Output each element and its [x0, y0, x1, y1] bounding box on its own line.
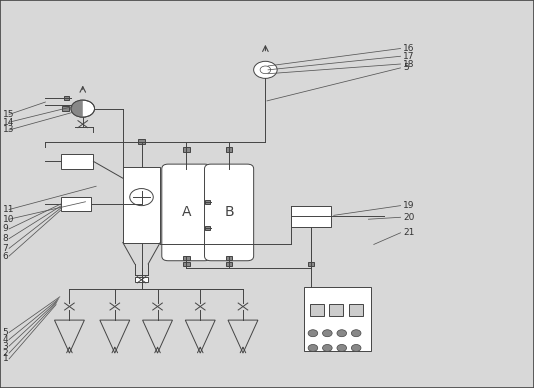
Bar — [226, 147, 232, 152]
Polygon shape — [71, 100, 83, 117]
Circle shape — [71, 100, 95, 117]
Text: 3: 3 — [3, 341, 9, 351]
Text: B: B — [225, 205, 234, 220]
Bar — [291, 206, 331, 227]
Bar — [135, 277, 148, 282]
Text: 18: 18 — [403, 59, 415, 69]
Text: 16: 16 — [403, 44, 415, 53]
Text: 21: 21 — [403, 228, 414, 237]
Bar — [183, 256, 190, 260]
Circle shape — [337, 345, 347, 352]
Circle shape — [323, 330, 332, 337]
Text: 5: 5 — [403, 63, 409, 73]
Text: 15: 15 — [3, 110, 14, 119]
Bar — [183, 147, 190, 152]
Circle shape — [308, 345, 318, 352]
Circle shape — [323, 345, 332, 352]
Circle shape — [254, 61, 277, 78]
Bar — [61, 154, 93, 169]
Bar — [226, 256, 232, 260]
Text: 6: 6 — [3, 251, 9, 261]
Text: 4: 4 — [3, 335, 9, 344]
Bar — [205, 226, 210, 230]
Bar — [226, 262, 232, 266]
Text: 1: 1 — [3, 354, 9, 364]
Text: 14: 14 — [3, 118, 14, 127]
FancyBboxPatch shape — [162, 164, 211, 261]
FancyBboxPatch shape — [205, 164, 254, 261]
Text: 2: 2 — [3, 348, 9, 358]
Circle shape — [351, 345, 361, 352]
Bar — [308, 262, 314, 266]
Circle shape — [337, 330, 347, 337]
Text: 5: 5 — [3, 328, 9, 337]
Bar — [62, 106, 69, 111]
Bar — [329, 303, 343, 316]
Text: 10: 10 — [3, 215, 14, 224]
Text: 20: 20 — [403, 213, 414, 222]
Text: 13: 13 — [3, 125, 14, 135]
Bar — [61, 197, 91, 211]
Bar — [64, 96, 69, 100]
Bar — [310, 303, 324, 316]
Text: 8: 8 — [3, 234, 9, 243]
Bar — [183, 262, 190, 266]
Bar — [349, 303, 363, 316]
Text: A: A — [182, 205, 192, 220]
Bar — [304, 287, 371, 351]
Text: 17: 17 — [403, 52, 415, 61]
Bar — [138, 139, 145, 144]
Text: 19: 19 — [403, 201, 415, 210]
Bar — [123, 167, 160, 242]
Bar — [205, 200, 210, 204]
Text: 9: 9 — [3, 224, 9, 234]
Text: 11: 11 — [3, 205, 14, 214]
Circle shape — [308, 330, 318, 337]
Text: 7: 7 — [3, 244, 9, 253]
Circle shape — [351, 330, 361, 337]
